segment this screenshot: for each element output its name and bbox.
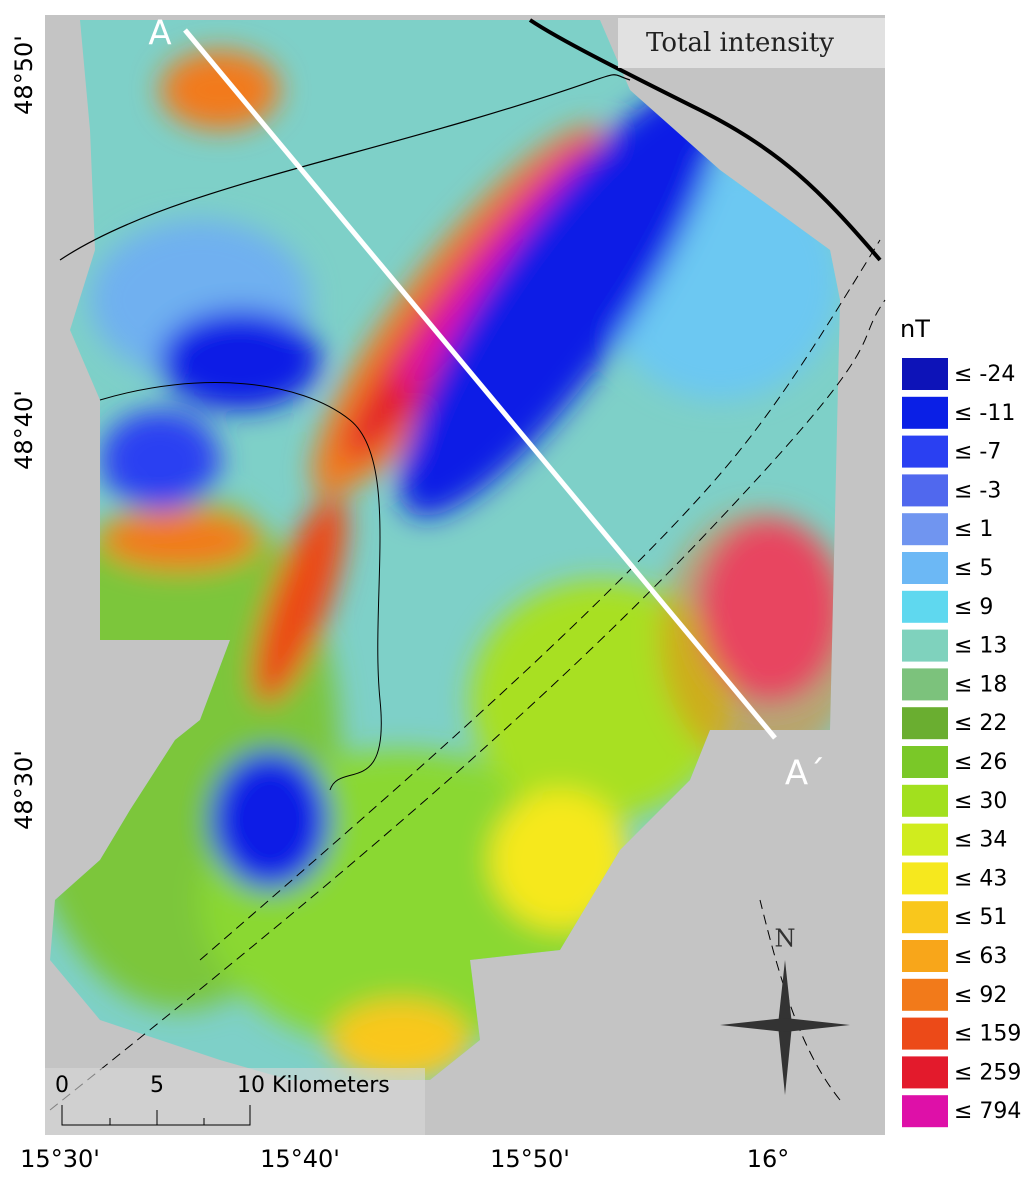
scale-label: 5 [150,1073,164,1098]
legend-swatch [902,1095,948,1128]
latitude-labels: 48°50' 48°40' 48°30' [10,35,38,830]
legend-swatch [902,1056,948,1089]
legend-swatch [902,513,948,546]
legend-swatch [902,940,948,972]
legend-label: ≤ 18 [954,672,1007,697]
legend-label: ≤ 63 [954,944,1007,969]
legend-label: ≤ 259 [954,1060,1021,1085]
legend-swatch [902,862,948,895]
legend-swatch [902,707,948,740]
legend-label: ≤ 22 [954,711,1007,736]
longitude-label: 15°40' [260,1145,340,1173]
scale-bar-box [45,1068,425,1135]
geology-lines [49,18,886,1111]
legend-label: ≤ -7 [954,440,1001,465]
scale-labels: 0 5 10 Kilometers [55,1073,390,1098]
legend-label: ≤ 794 [954,1099,1021,1124]
longitude-label: 15°30' [20,1145,100,1173]
longitude-label: 15°50' [490,1145,570,1173]
legend-title: nT [900,315,930,343]
profile-start-label: A [148,14,171,54]
legend-swatch [902,1017,948,1050]
north-label: N [775,925,796,953]
legend-label: ≤ -24 [954,362,1015,387]
scale-bar [61,1105,251,1126]
legend-label: ≤ -11 [954,401,1015,426]
legend-swatch [902,358,948,390]
legend-label: ≤ 43 [954,866,1007,891]
map-title: Total intensity [646,28,834,58]
scale-label: 0 [55,1073,69,1098]
latitude-label: 48°50' [10,35,38,115]
legend-label: ≤ -3 [954,478,1001,503]
latitude-label: 48°40' [10,390,38,470]
legend-swatch [902,629,948,662]
legend: ≤ -24 ≤ -11 ≤ -7 ≤ -3 ≤ 1 ≤ 5 ≤ 9 ≤ 13 ≤ 18 ≤ 22 ≤… [902,358,1021,1128]
legend-swatch [902,396,948,429]
legend-label: ≤ 159 [954,1022,1021,1047]
legend-label: ≤ 13 [954,634,1007,659]
latitude-label: 48°30' [10,750,38,830]
legend-swatch [902,435,948,468]
profile-line [183,28,777,740]
legend-swatch [902,823,948,856]
legend-label: ≤ 51 [954,905,1007,930]
legend-swatch [902,746,948,778]
scale-label: 10 Kilometers [237,1073,390,1098]
legend-swatch [902,901,948,934]
north-arrow: N [720,925,850,1095]
longitude-labels: 15°30' 15°40' 15°50' 16° [20,1145,789,1173]
legend-swatch [902,978,948,1011]
legend-label: ≤ 9 [954,595,993,620]
legend-label: ≤ 30 [954,789,1007,814]
legend-swatch [902,784,948,817]
legend-label: ≤ 92 [954,983,1007,1008]
legend-swatch [902,590,948,623]
legend-label: ≤ 34 [954,828,1007,853]
longitude-label: 16° [747,1145,790,1173]
legend-swatch [902,474,948,507]
legend-swatch [902,552,948,584]
profile-end-label: A´ [785,754,825,794]
title-box [618,18,885,68]
legend-label: ≤ 1 [954,517,993,542]
legend-swatch [902,668,948,701]
legend-label: ≤ 5 [954,556,993,581]
legend-label: ≤ 26 [954,750,1007,775]
